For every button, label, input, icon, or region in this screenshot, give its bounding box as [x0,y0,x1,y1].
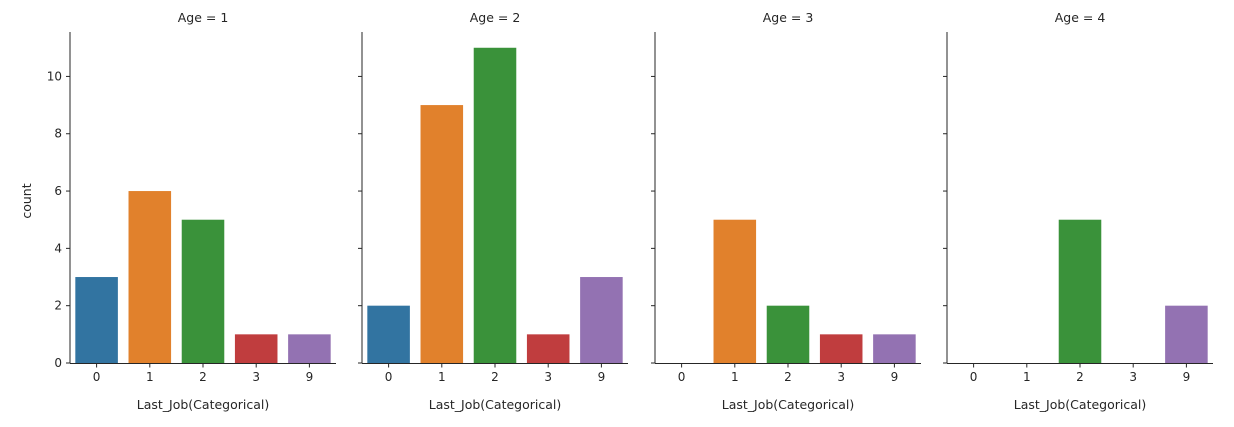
panel-1-bar-0 [75,277,118,363]
panel-1-x-tick-label: 1 [146,370,154,384]
panel-3-x-tick-label: 3 [837,370,845,384]
panel-2-x-tick-label: 9 [598,370,606,384]
panel-3-title: Age = 3 [763,10,814,25]
panel-2-bar-0 [367,305,410,363]
panel-3-bar-9 [873,334,916,363]
panel-1-x-tick-label: 2 [199,370,207,384]
panel-1-bar-3 [234,334,278,363]
panel-3-x-tick-label: 2 [784,370,792,384]
panel-3-x-tick-label: 1 [731,370,739,384]
panel-4-x-tick-label: 0 [970,370,978,384]
panel-2-bar-2 [473,47,517,363]
panel-1-title: Age = 1 [178,10,229,25]
panel-1-x-tick-label: 0 [93,370,101,384]
panel-2-bar-3 [526,334,570,363]
panel-2-x-tick-label: 2 [491,370,499,384]
y-tick-label: 4 [54,241,62,255]
panel-4-bar-2 [1058,219,1102,363]
y-tick-label: 8 [54,127,62,141]
panel-3-x-tick-label: 0 [678,370,686,384]
panel-1-x-tick-label: 9 [306,370,314,384]
panel-1-bar-2 [181,219,225,363]
panel-2-title: Age = 2 [470,10,521,25]
panel-3-bar-3 [819,334,863,363]
panel-4-title: Age = 4 [1055,10,1106,25]
panel-4-x-tick-label: 3 [1129,370,1137,384]
y-tick-label: 6 [54,184,62,198]
panel-2-x-tick-label: 1 [438,370,446,384]
panel-2-x-tick-label: 0 [385,370,393,384]
y-tick-label: 0 [54,356,62,370]
panel-2-bar-1 [420,105,464,363]
panel-2-bar-9 [580,277,623,363]
panel-4-x-tick-label: 2 [1076,370,1084,384]
panel-1-x-axis-label: Last_Job(Categorical) [137,397,270,412]
panel-3-x-tick-label: 9 [891,370,899,384]
panel-4-bar-9 [1165,305,1208,363]
panel-1-bar-1 [128,191,172,363]
panel-2-x-axis-label: Last_Job(Categorical) [429,397,562,412]
panel-3-x-axis-label: Last_Job(Categorical) [722,397,855,412]
panel-2-x-tick-label: 3 [544,370,552,384]
panel-4-x-tick-label: 9 [1183,370,1191,384]
panel-4-x-axis-label: Last_Job(Categorical) [1014,397,1147,412]
panel-1-bar-9 [288,334,331,363]
panel-3-bar-1 [713,219,757,363]
y-tick-label: 2 [54,299,62,313]
y-axis-label: count [19,183,34,218]
y-tick-label: 10 [47,69,62,83]
panel-4-x-tick-label: 1 [1023,370,1031,384]
panel-1-x-tick-label: 3 [252,370,260,384]
panel-3-bar-2 [766,305,810,363]
